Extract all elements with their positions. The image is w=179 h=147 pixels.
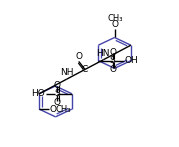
Text: O: O (109, 65, 116, 74)
Text: OH: OH (125, 56, 139, 65)
Text: HO: HO (31, 89, 45, 98)
Text: O: O (109, 48, 116, 57)
Text: O: O (54, 98, 61, 107)
Text: S: S (54, 89, 60, 98)
Text: HN: HN (97, 49, 110, 58)
Text: CH₃: CH₃ (56, 105, 71, 114)
Text: C: C (82, 65, 88, 74)
Text: O: O (49, 105, 56, 114)
Text: O: O (75, 52, 82, 61)
Text: CH₃: CH₃ (108, 14, 123, 23)
Text: NH: NH (60, 68, 73, 77)
Text: O: O (111, 20, 118, 29)
Text: O: O (54, 81, 61, 90)
Text: S: S (110, 56, 115, 65)
